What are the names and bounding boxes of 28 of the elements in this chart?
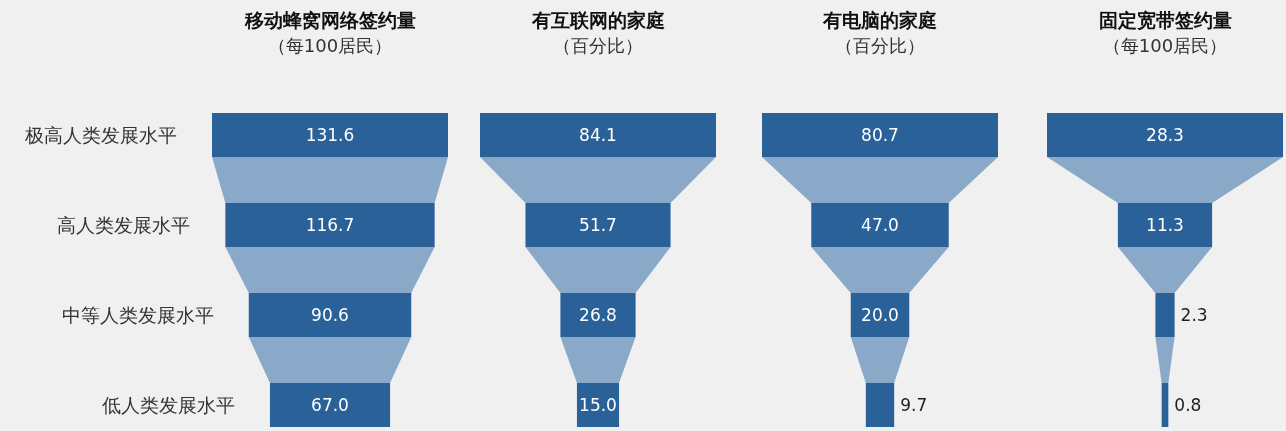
data-label: 84.1 (579, 125, 617, 145)
text: （百分比） (835, 35, 925, 56)
data-label: 131.6 (305, 125, 355, 145)
data-label: 80.7 (861, 125, 899, 145)
data-label: 67.0 (311, 395, 349, 415)
text: 移动蜂窝网络签约量 (243, 9, 416, 31)
data-label: 15.0 (579, 395, 617, 415)
data-label: 90.6 (311, 305, 349, 325)
data-label: 9.7 (900, 395, 928, 415)
text: 有电脑的家庭 (822, 9, 937, 31)
data-label: 2.3 (1180, 305, 1208, 325)
text: （百分比） (553, 35, 643, 56)
data-label: 47.0 (861, 215, 899, 235)
data-label: 51.7 (579, 215, 617, 235)
category-label: 极高人类发展水平 (24, 124, 177, 146)
text: （每100居民） (1102, 35, 1228, 56)
category-label: 高人类发展水平 (57, 214, 191, 236)
data-label: 26.8 (579, 305, 617, 325)
data-label: 11.3 (1146, 215, 1184, 235)
category-label: 中等人类发展水平 (61, 304, 214, 326)
category-label: 低人类发展水平 (101, 394, 235, 416)
data-label: 116.7 (305, 215, 355, 235)
data-label: 0.8 (1174, 395, 1202, 415)
data-label: 20.0 (861, 305, 899, 325)
text: 固定宽带签约量 (1098, 9, 1232, 31)
text: 有互联网的家庭 (530, 9, 665, 31)
data-label: 28.3 (1146, 125, 1184, 145)
text: （每100居民） (267, 35, 393, 56)
